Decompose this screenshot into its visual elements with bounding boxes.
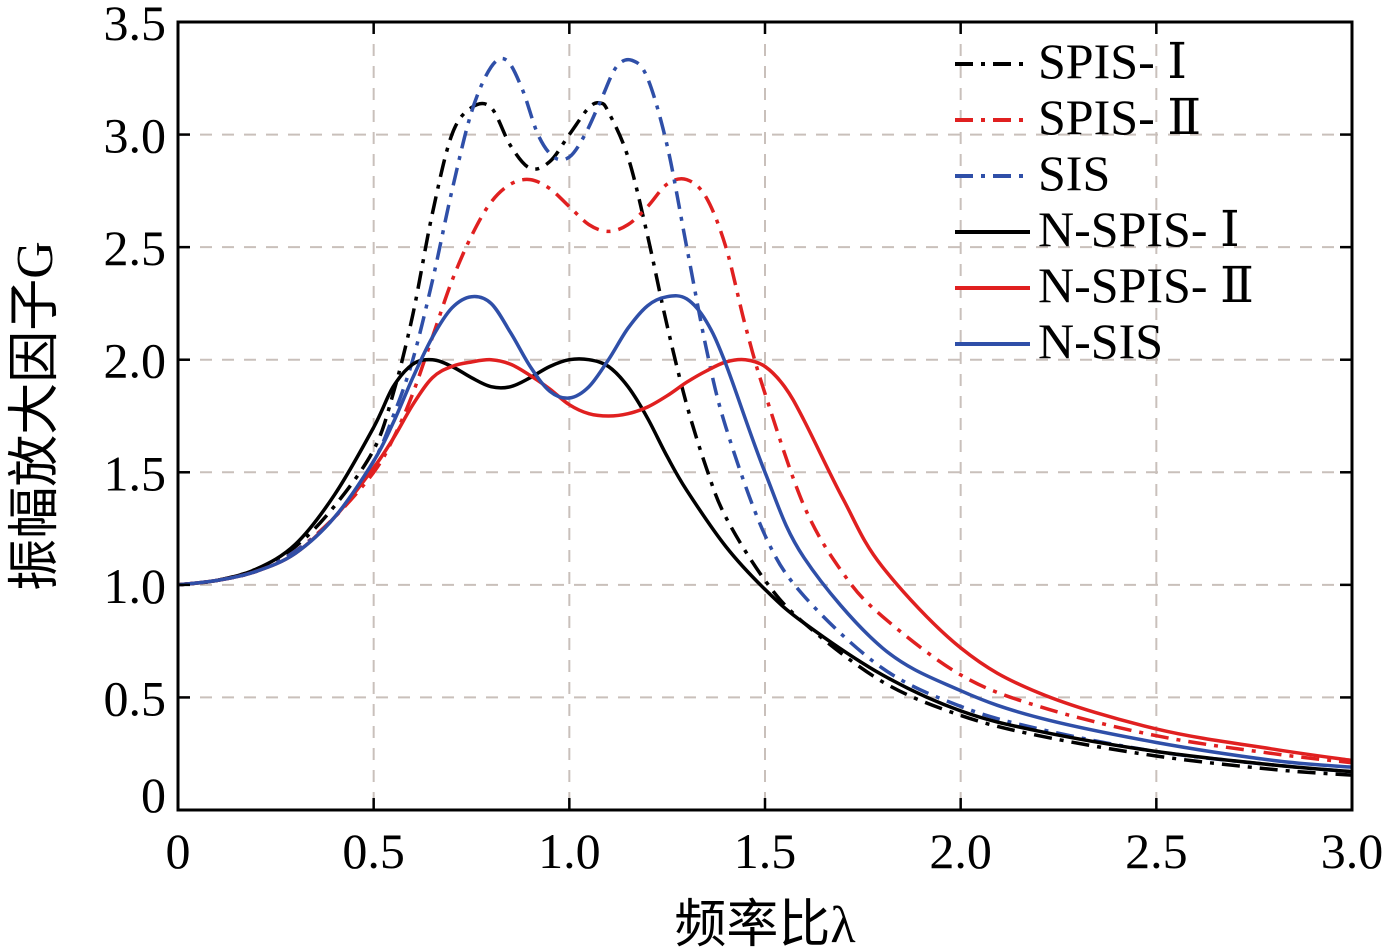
x-tick-label: 2.0 [929,823,992,879]
legend-label-4: N-SPIS- Ⅰ [1038,201,1240,257]
series-line-1 [177,100,1353,777]
x-tick-label: 2.5 [1125,823,1188,879]
legend-label-2: SPIS- Ⅱ [1038,89,1201,145]
series-lines [177,56,1353,777]
x-tick-label: 0.5 [342,823,405,879]
series-line-4 [177,357,1353,774]
series-line-3 [177,56,1353,774]
y-tick-label: 0 [141,767,166,823]
legend-label-6: N-SIS [1038,313,1163,369]
y-tick-label: 3.5 [104,0,167,51]
series-line-5 [177,357,1353,763]
y-tick-label: 0.5 [104,670,167,726]
y-tick-label: 3.0 [104,108,167,164]
x-tick-label: 1.0 [538,823,601,879]
grid [178,22,1352,810]
y-tick-label: 2.5 [104,220,167,276]
legend-label-1: SPIS- Ⅰ [1038,33,1187,89]
axis-ticks: 0 0.5 1.0 1.5 2.0 2.5 3.0 0 0.5 1.0 1.5 2.0 2.5 3.0 3.… [104,0,1384,879]
legend-label-3: SIS [1038,145,1110,201]
series-line-6 [177,294,1353,769]
legend-label-5: N-SPIS- Ⅱ [1038,257,1254,313]
x-tick-label: 1.5 [734,823,797,879]
y-tick-label: 1.5 [104,445,167,501]
y-tick-label: 2.0 [104,333,167,389]
x-tick-label: 0 [166,823,191,879]
x-tick-label: 3.0 [1321,823,1384,879]
y-axis-label: 振幅放大因子G [7,241,64,591]
x-axis-label: 频率比λ [674,897,855,952]
y-tick-label: 1.0 [104,558,167,614]
